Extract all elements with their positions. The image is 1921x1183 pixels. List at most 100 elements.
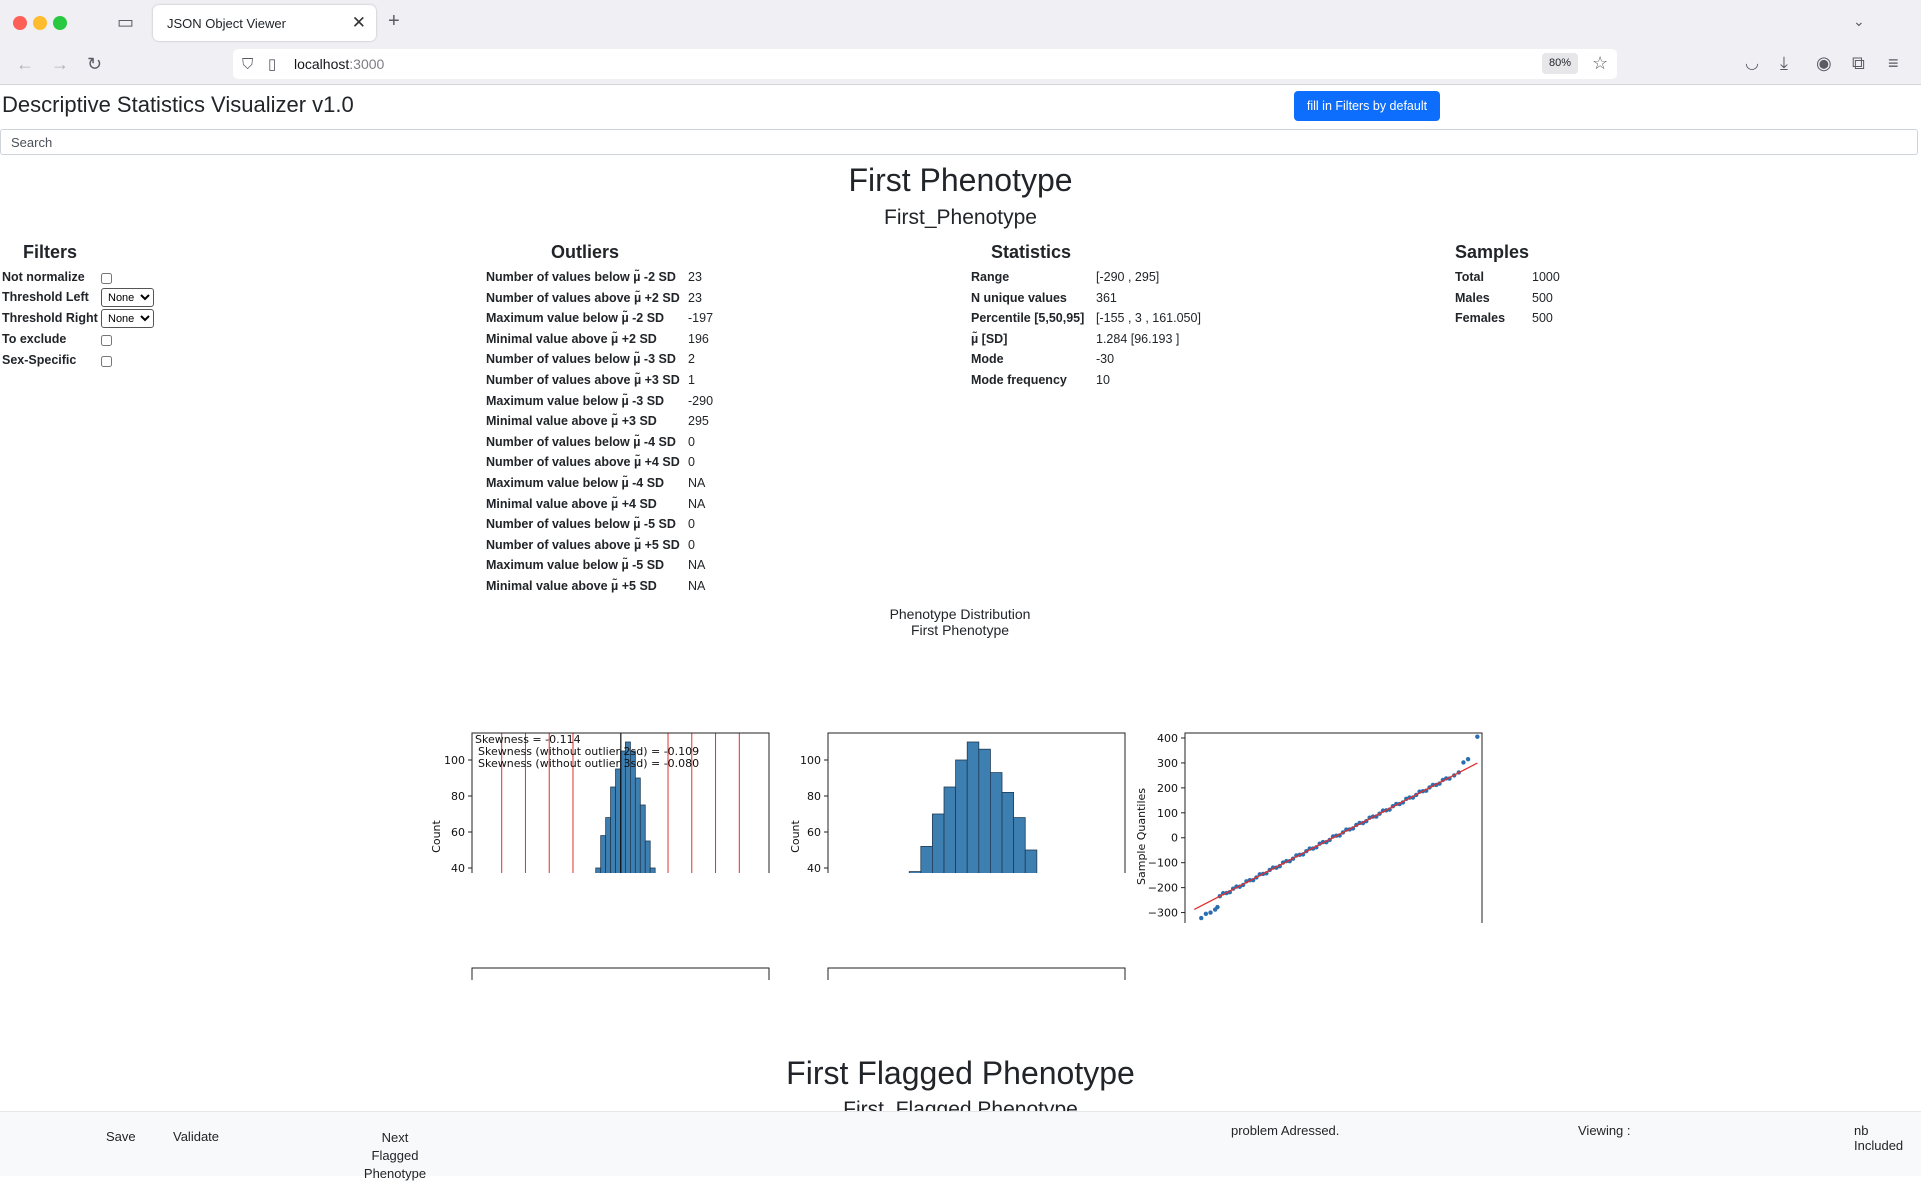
outliers-row-value: -197	[688, 311, 714, 326]
shield-icon[interactable]: ⛉	[242, 56, 254, 73]
y-tick-label: 100	[800, 754, 821, 767]
histogram-bar	[610, 786, 616, 873]
outliers-row-label: Minimal value above µ̃ +3 SD	[486, 414, 657, 429]
qq-point	[1475, 734, 1480, 739]
samples-title: Samples	[1455, 242, 1530, 262]
new-tab-icon[interactable]: +	[388, 10, 400, 32]
tab-overview-icon[interactable]: ▭	[117, 12, 135, 32]
outliers-row-value: 0	[688, 517, 695, 532]
histogram-bar	[908, 871, 922, 873]
back-arrow-icon[interactable]: ←	[16, 54, 34, 74]
download-icon[interactable]: ⤓	[1780, 53, 1788, 73]
minimize-window-button[interactable]	[33, 16, 47, 30]
histogram-bar	[978, 748, 991, 873]
y-tick-label: −100	[1148, 857, 1178, 870]
filter-to-exclude: To exclude	[2, 332, 142, 349]
skewness-annotation: Skewness (without outlier 2sd) = -0.109	[478, 745, 699, 758]
outliers-row-label: Minimal value above µ̃ +5 SD	[486, 579, 657, 593]
outliers-row-value: 295	[688, 414, 709, 429]
qq-point	[1208, 910, 1213, 915]
y-axis-label: Count	[789, 819, 802, 852]
y-tick-label: 40	[807, 862, 821, 873]
validate-button[interactable]: Validate	[173, 1129, 220, 1144]
y-tick-label: 100	[1157, 807, 1178, 820]
save-button[interactable]: Save	[106, 1129, 136, 1144]
outliers-row-label: Number of values below µ̃ -4 SD	[486, 434, 676, 449]
outliers-row-label: Minimal value above µ̃ +4 SD	[486, 496, 657, 511]
threshold-left-select[interactable]: None	[101, 288, 154, 307]
y-tick-label: 300	[1157, 757, 1178, 770]
filter-not-normalize: Not normalize	[2, 270, 142, 287]
flagged-phenotype-title: First Flagged Phenotype	[786, 1055, 1135, 1091]
browser-chrome: ▭ JSON Object Viewer ✕ + ⌄ ← → ↻ ⛉ ▯ loc…	[0, 0, 1921, 85]
outliers-row-value: 23	[688, 270, 702, 284]
outliers-row-label: Number of values below µ̃ -5 SD	[486, 517, 676, 532]
histogram-bar	[634, 777, 641, 873]
histogram-bar	[943, 786, 957, 873]
qq-point	[1199, 915, 1204, 921]
statistics-row-value: -30	[1096, 352, 1115, 367]
to-exclude-checkbox[interactable]	[101, 335, 112, 346]
fill-filters-default-button[interactable]: fill in Filters by default	[1294, 91, 1440, 121]
outliers-row-value: -290	[688, 393, 714, 408]
histogram-bar	[1013, 817, 1026, 873]
outliers-title: Outliers	[551, 242, 620, 262]
browser-tab[interactable]: JSON Object Viewer ✕	[153, 5, 376, 41]
filter-threshold-right: Threshold Right None	[2, 309, 162, 328]
statistics-row-label: Mode frequency	[971, 373, 1067, 387]
skewness-annotation: Skewness = -0.114	[475, 733, 581, 746]
histogram-bar	[600, 835, 607, 873]
forward-arrow-icon[interactable]: →	[51, 54, 69, 74]
raw-boxplot-chart: −400−2000200400600Unit	[471, 967, 770, 980]
address-bar[interactable]	[233, 49, 1617, 79]
outliers-row-value: NA	[688, 558, 706, 573]
page-info-icon[interactable]: ▯	[268, 56, 277, 73]
outliers-row-label: Number of values above µ̃ +5 SD	[486, 537, 680, 552]
histogram-bar	[644, 840, 651, 873]
statistics-row-label: Percentile [5,50,95]	[971, 311, 1085, 326]
account-icon[interactable]: ◉	[1816, 53, 1832, 73]
samples-row-label: Total	[1455, 270, 1484, 284]
outliers-row-value: NA	[688, 579, 706, 593]
histogram-bar	[649, 867, 656, 873]
threshold-right-select[interactable]: None	[101, 309, 154, 328]
menu-icon[interactable]: ≡	[1888, 53, 1899, 73]
plot-title: Phenotype Distribution First Phenotype	[889, 606, 1031, 638]
y-tick-label: −200	[1148, 882, 1178, 895]
qq-plot-chart: −3−2−10123−400−300−200−1000100200300400T…	[1135, 732, 1483, 923]
normalized-histogram-chart: 020406080100Count	[789, 732, 1126, 873]
problem-addressed-label: problem Adressed.	[1231, 1123, 1340, 1138]
zoom-level-badge[interactable]: 80%	[1542, 53, 1578, 74]
outliers-row-label: Minimal value above µ̃ +2 SD	[486, 331, 657, 346]
histogram-bar	[932, 813, 945, 873]
outliers-row-label: Maximum value below µ̃ -2 SD	[486, 311, 665, 326]
maximize-window-button[interactable]	[53, 16, 67, 30]
outliers-row-value: 0	[688, 537, 695, 552]
close-window-button[interactable]	[13, 16, 27, 30]
pocket-icon[interactable]: ◡	[1745, 55, 1759, 72]
samples-row-value: 500	[1532, 290, 1553, 305]
phenotype-id: First_Phenotype	[884, 206, 1037, 229]
statistics-title: Statistics	[991, 242, 1072, 262]
tab-list-chevron-down-icon[interactable]: ⌄	[1853, 13, 1865, 29]
url-text[interactable]: localhost:3000	[294, 56, 385, 72]
tab-title: JSON Object Viewer	[167, 16, 286, 31]
close-tab-icon[interactable]: ✕	[351, 13, 366, 32]
y-tick-label: 100	[444, 754, 465, 767]
normalized-boxplot-chart: −3−2−10123Normalized Unit	[827, 967, 1126, 980]
statistics-row-value: 10	[1096, 373, 1110, 387]
sex-specific-checkbox[interactable]	[101, 356, 112, 367]
search-input[interactable]	[0, 129, 1918, 155]
not-normalize-checkbox[interactable]	[101, 273, 112, 284]
outliers-row-label: Number of values above µ̃ +4 SD	[486, 455, 680, 470]
bookmark-star-icon[interactable]: ☆	[1592, 53, 1609, 73]
y-tick-label: 80	[451, 790, 465, 803]
phenotype-title: First Phenotype	[848, 162, 1073, 198]
extensions-icon[interactable]: ⧉	[1852, 53, 1865, 73]
qq-point	[1461, 760, 1466, 765]
reload-icon[interactable]: ↻	[87, 54, 103, 74]
outliers-row-value: NA	[688, 476, 706, 490]
histogram-bar	[920, 845, 933, 873]
outliers-row-label: Number of values above µ̃ +3 SD	[486, 373, 680, 387]
filters-title: Filters	[23, 242, 78, 262]
